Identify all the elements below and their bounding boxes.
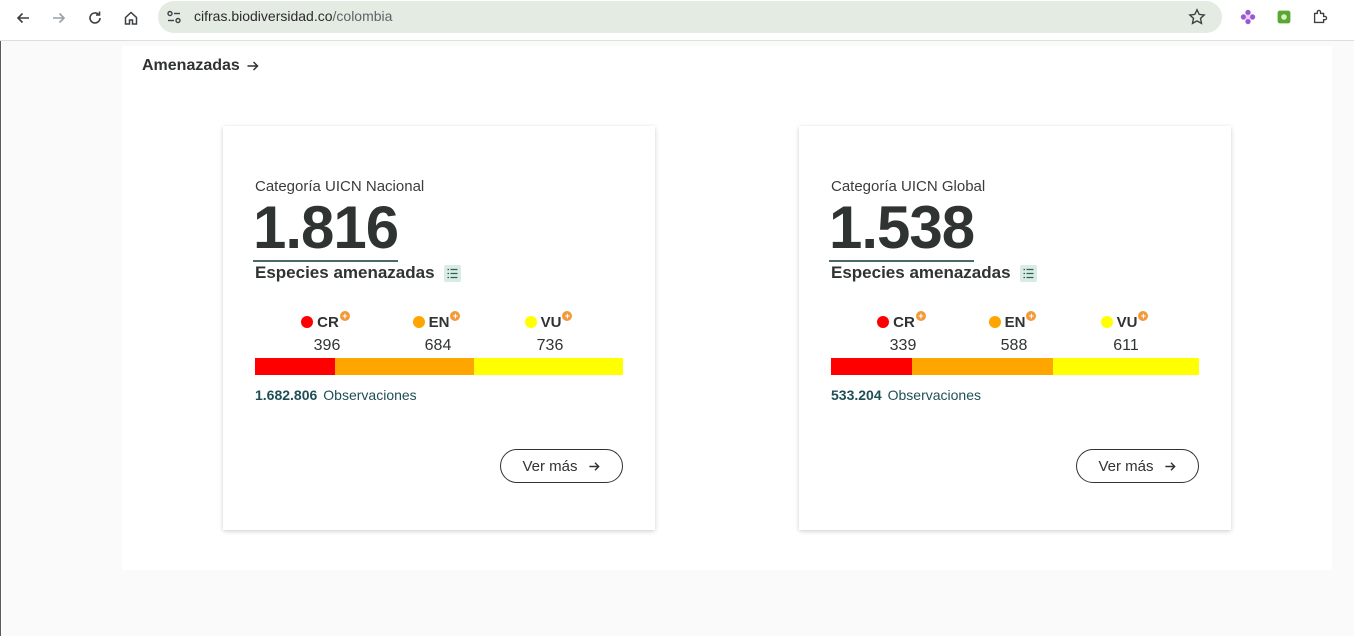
category-value: 396 [313,337,341,354]
green-extension-icon [1277,10,1291,24]
category-value: 684 [424,337,452,354]
card-uicn-global: Categoría UICN Global 1.538 Especies ame… [799,126,1231,530]
flower-extension-icon [1240,9,1256,25]
amenazadas-link-label: Amenazadas [142,57,240,74]
bar-segment-vu [1052,358,1199,375]
url-path: /colombia [332,8,393,24]
category-code: EN [428,313,450,331]
list-icon[interactable] [1019,264,1037,282]
category-value: 588 [1000,337,1028,354]
category-bar [831,358,1199,375]
extensions-menu-button[interactable] [1310,7,1330,27]
plus-icon[interactable]: + [562,311,573,321]
url-text[interactable]: cifras.biodiversidad.co/colombia [194,8,392,24]
ver-mas-button[interactable]: Ver más [500,449,623,483]
observations-label: Observaciones [323,387,417,403]
home-button[interactable] [118,5,144,31]
home-icon [124,11,138,25]
bar-segment-en [335,358,474,375]
bookmark-star-icon[interactable] [1188,8,1206,26]
en-dot-icon [412,316,425,328]
threatened-total: 1.816 [253,194,399,262]
extension-flower-button[interactable] [1238,7,1258,27]
browser-toolbar: cifras.biodiversidad.co/colombia [0,0,1354,41]
en-dot-icon [988,316,1001,328]
observations-value: 1.682.806 [255,387,318,403]
category-code: CR [317,313,339,331]
plus-icon[interactable]: + [915,311,926,321]
category-cr: CR + 396 [287,311,367,355]
reload-icon [89,11,101,24]
cr-dot-icon [877,316,890,328]
plus-icon[interactable]: + [1026,311,1037,321]
cr-dot-icon [301,316,314,328]
plus-icon[interactable]: + [450,311,461,321]
list-lines-icon [1023,268,1034,278]
list-lines-icon [447,268,458,278]
card-subtitle-text: Especies amenazadas [255,263,435,282]
card-subtitle-text: Especies amenazadas [831,263,1011,282]
ver-mas-label: Ver más [522,457,578,475]
observations: 533.204 Observaciones [831,387,981,403]
arrow-right-icon [247,61,259,71]
category-en: EN + 588 [974,311,1054,355]
arrow-right-icon [1164,461,1176,471]
site-settings-icon[interactable] [166,9,182,25]
ver-mas-button[interactable]: Ver más [1076,449,1199,483]
forward-button[interactable] [46,5,72,31]
category-bar [255,358,623,375]
bar-segment-en [912,358,1053,375]
card-label: Categoría UICN Global [831,178,986,195]
observations-value: 533.204 [831,387,882,403]
category-vu: VU + 611 [1086,311,1166,355]
category-vu: VU + 736 [510,311,590,355]
bar-segment-vu [473,358,623,375]
window-edge [0,41,2,636]
category-value: 339 [889,337,917,354]
arrow-left-icon [16,12,29,24]
url-host: cifras.biodiversidad.co [194,8,333,24]
bar-segment-cr [831,358,913,375]
category-en: EN + 684 [398,311,478,355]
card-label: Categoría UICN Nacional [255,178,425,195]
card-uicn-nacional: Categoría UICN Nacional 1.816 Especies a… [223,126,655,530]
threatened-total: 1.538 [829,194,975,262]
category-code: CR [893,313,915,331]
plus-icon[interactable]: + [339,311,350,321]
card-subtitle: Especies amenazadas [831,263,1037,283]
arrow-right-icon [588,461,600,471]
arrow-right-icon [53,12,66,24]
category-code: VU [540,313,562,331]
observations-label: Observaciones [887,387,981,403]
puzzle-icon [1313,9,1328,24]
category-value: 736 [536,337,564,354]
category-code: VU [1116,313,1138,331]
list-icon[interactable] [443,264,461,282]
vu-dot-icon [524,316,537,328]
reload-button[interactable] [82,5,108,31]
observations: 1.682.806 Observaciones [255,387,417,403]
amenazadas-link[interactable]: Amenazadas [142,57,260,75]
category-cr: CR + 339 [863,311,943,355]
category-value: 611 [1113,337,1139,354]
card-subtitle: Especies amenazadas [255,263,461,283]
address-bar[interactable]: cifras.biodiversidad.co/colombia [158,1,1222,33]
ver-mas-label: Ver más [1098,457,1154,475]
extension-green-button[interactable] [1274,7,1294,27]
vu-dot-icon [1100,316,1113,328]
plus-icon[interactable]: + [1138,311,1149,321]
back-button[interactable] [10,5,36,31]
category-code: EN [1004,313,1026,331]
bar-segment-cr [255,358,336,375]
